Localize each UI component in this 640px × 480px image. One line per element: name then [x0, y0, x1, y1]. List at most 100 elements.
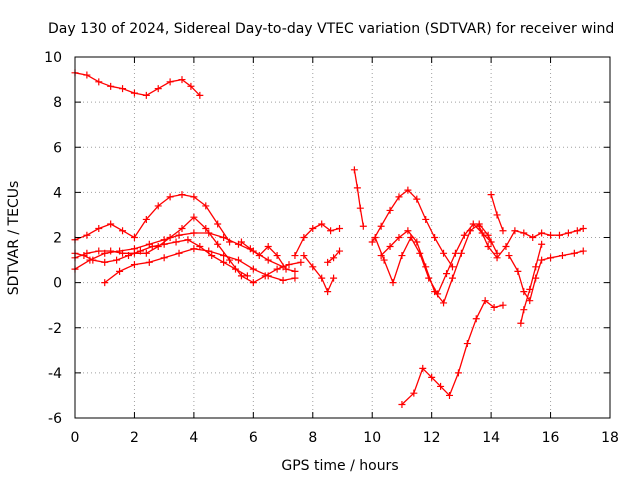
- data-point: [538, 240, 546, 248]
- data-point: [226, 256, 234, 264]
- y-tick-label: -6: [48, 411, 62, 427]
- y-tick-label: -4: [48, 366, 62, 382]
- data-point: [285, 261, 293, 269]
- data-point: [371, 234, 379, 241]
- data-point: [564, 229, 572, 237]
- data-point: [246, 245, 254, 253]
- series-trace: [294, 223, 341, 257]
- data-point: [526, 297, 534, 305]
- data-point: [558, 252, 566, 260]
- data-point: [196, 243, 204, 251]
- series-sat-j: [324, 247, 344, 266]
- x-tick-label: 0: [71, 430, 80, 446]
- data-point: [419, 364, 427, 372]
- data-point: [472, 315, 480, 323]
- series-sat-o: [398, 297, 507, 408]
- data-point: [520, 229, 528, 237]
- data-point: [353, 184, 361, 192]
- data-point: [172, 238, 180, 246]
- data-point: [282, 265, 290, 273]
- x-tick-label: 6: [249, 430, 258, 446]
- data-point: [324, 288, 332, 296]
- x-tick-label: 16: [542, 430, 560, 446]
- data-point: [175, 249, 183, 257]
- data-point: [214, 220, 222, 228]
- data-point: [448, 274, 456, 282]
- data-point: [300, 252, 308, 260]
- data-point: [166, 78, 174, 86]
- data-point: [514, 267, 522, 275]
- data-point: [309, 263, 317, 271]
- data-point: [279, 276, 287, 284]
- data-point: [190, 245, 198, 253]
- data-point: [377, 222, 385, 230]
- data-point: [154, 202, 162, 210]
- data-point: [119, 249, 127, 257]
- data-point: [184, 236, 192, 244]
- data-point: [291, 267, 299, 275]
- data-point: [547, 231, 555, 239]
- data-point: [573, 227, 581, 235]
- data-point: [175, 231, 183, 239]
- data-point: [499, 227, 507, 235]
- data-point: [359, 222, 367, 230]
- data-point: [422, 263, 430, 271]
- data-point: [264, 243, 272, 251]
- data-point: [520, 306, 528, 314]
- data-point: [119, 227, 127, 235]
- data-point: [327, 227, 335, 235]
- series-sat-g: [237, 238, 299, 275]
- data-point: [202, 224, 210, 232]
- data-point: [220, 234, 228, 241]
- data-point: [389, 279, 397, 287]
- data-series: [71, 69, 587, 408]
- data-point: [469, 220, 477, 228]
- data-point: [484, 243, 492, 251]
- data-point: [386, 206, 394, 214]
- series-sat-i: [300, 252, 338, 296]
- data-point: [484, 231, 492, 239]
- x-axis-label: GPS time / hours: [281, 458, 398, 474]
- data-point: [422, 215, 430, 223]
- series-trace: [74, 193, 231, 243]
- data-point: [499, 301, 507, 309]
- chart-title: Day 130 of 2024, Sidereal Day-to-day VTE…: [48, 21, 614, 37]
- data-point: [520, 288, 528, 296]
- data-point: [234, 256, 242, 264]
- series-sat-r: [505, 247, 587, 305]
- data-point: [145, 258, 153, 266]
- data-point: [190, 229, 198, 237]
- data-point: [395, 193, 403, 201]
- data-point: [570, 249, 578, 257]
- series-sat-l: [368, 186, 456, 271]
- data-point: [83, 231, 91, 239]
- data-point: [101, 279, 109, 287]
- data-point: [249, 279, 257, 287]
- data-point: [166, 234, 174, 241]
- data-point: [502, 243, 510, 251]
- data-point: [83, 249, 91, 257]
- data-point: [404, 227, 412, 235]
- series-sat-a: [71, 69, 204, 99]
- x-tick-label: 14: [482, 430, 500, 446]
- x-tick-label: 2: [130, 430, 139, 446]
- y-tick-label: 6: [53, 140, 62, 156]
- data-point: [398, 252, 406, 260]
- data-point: [130, 249, 138, 257]
- x-tick-label: 8: [308, 430, 317, 446]
- y-tick-label: 8: [53, 95, 62, 111]
- data-point: [451, 249, 459, 257]
- data-point: [538, 256, 546, 264]
- data-point: [463, 340, 471, 348]
- data-point: [487, 191, 495, 199]
- data-point: [368, 238, 376, 246]
- series-trace: [353, 169, 364, 227]
- series-trace: [508, 250, 584, 302]
- data-point: [529, 234, 537, 241]
- data-point: [113, 256, 121, 264]
- data-point: [95, 78, 103, 86]
- data-point: [178, 224, 186, 232]
- data-point: [145, 240, 153, 248]
- data-point: [214, 240, 222, 248]
